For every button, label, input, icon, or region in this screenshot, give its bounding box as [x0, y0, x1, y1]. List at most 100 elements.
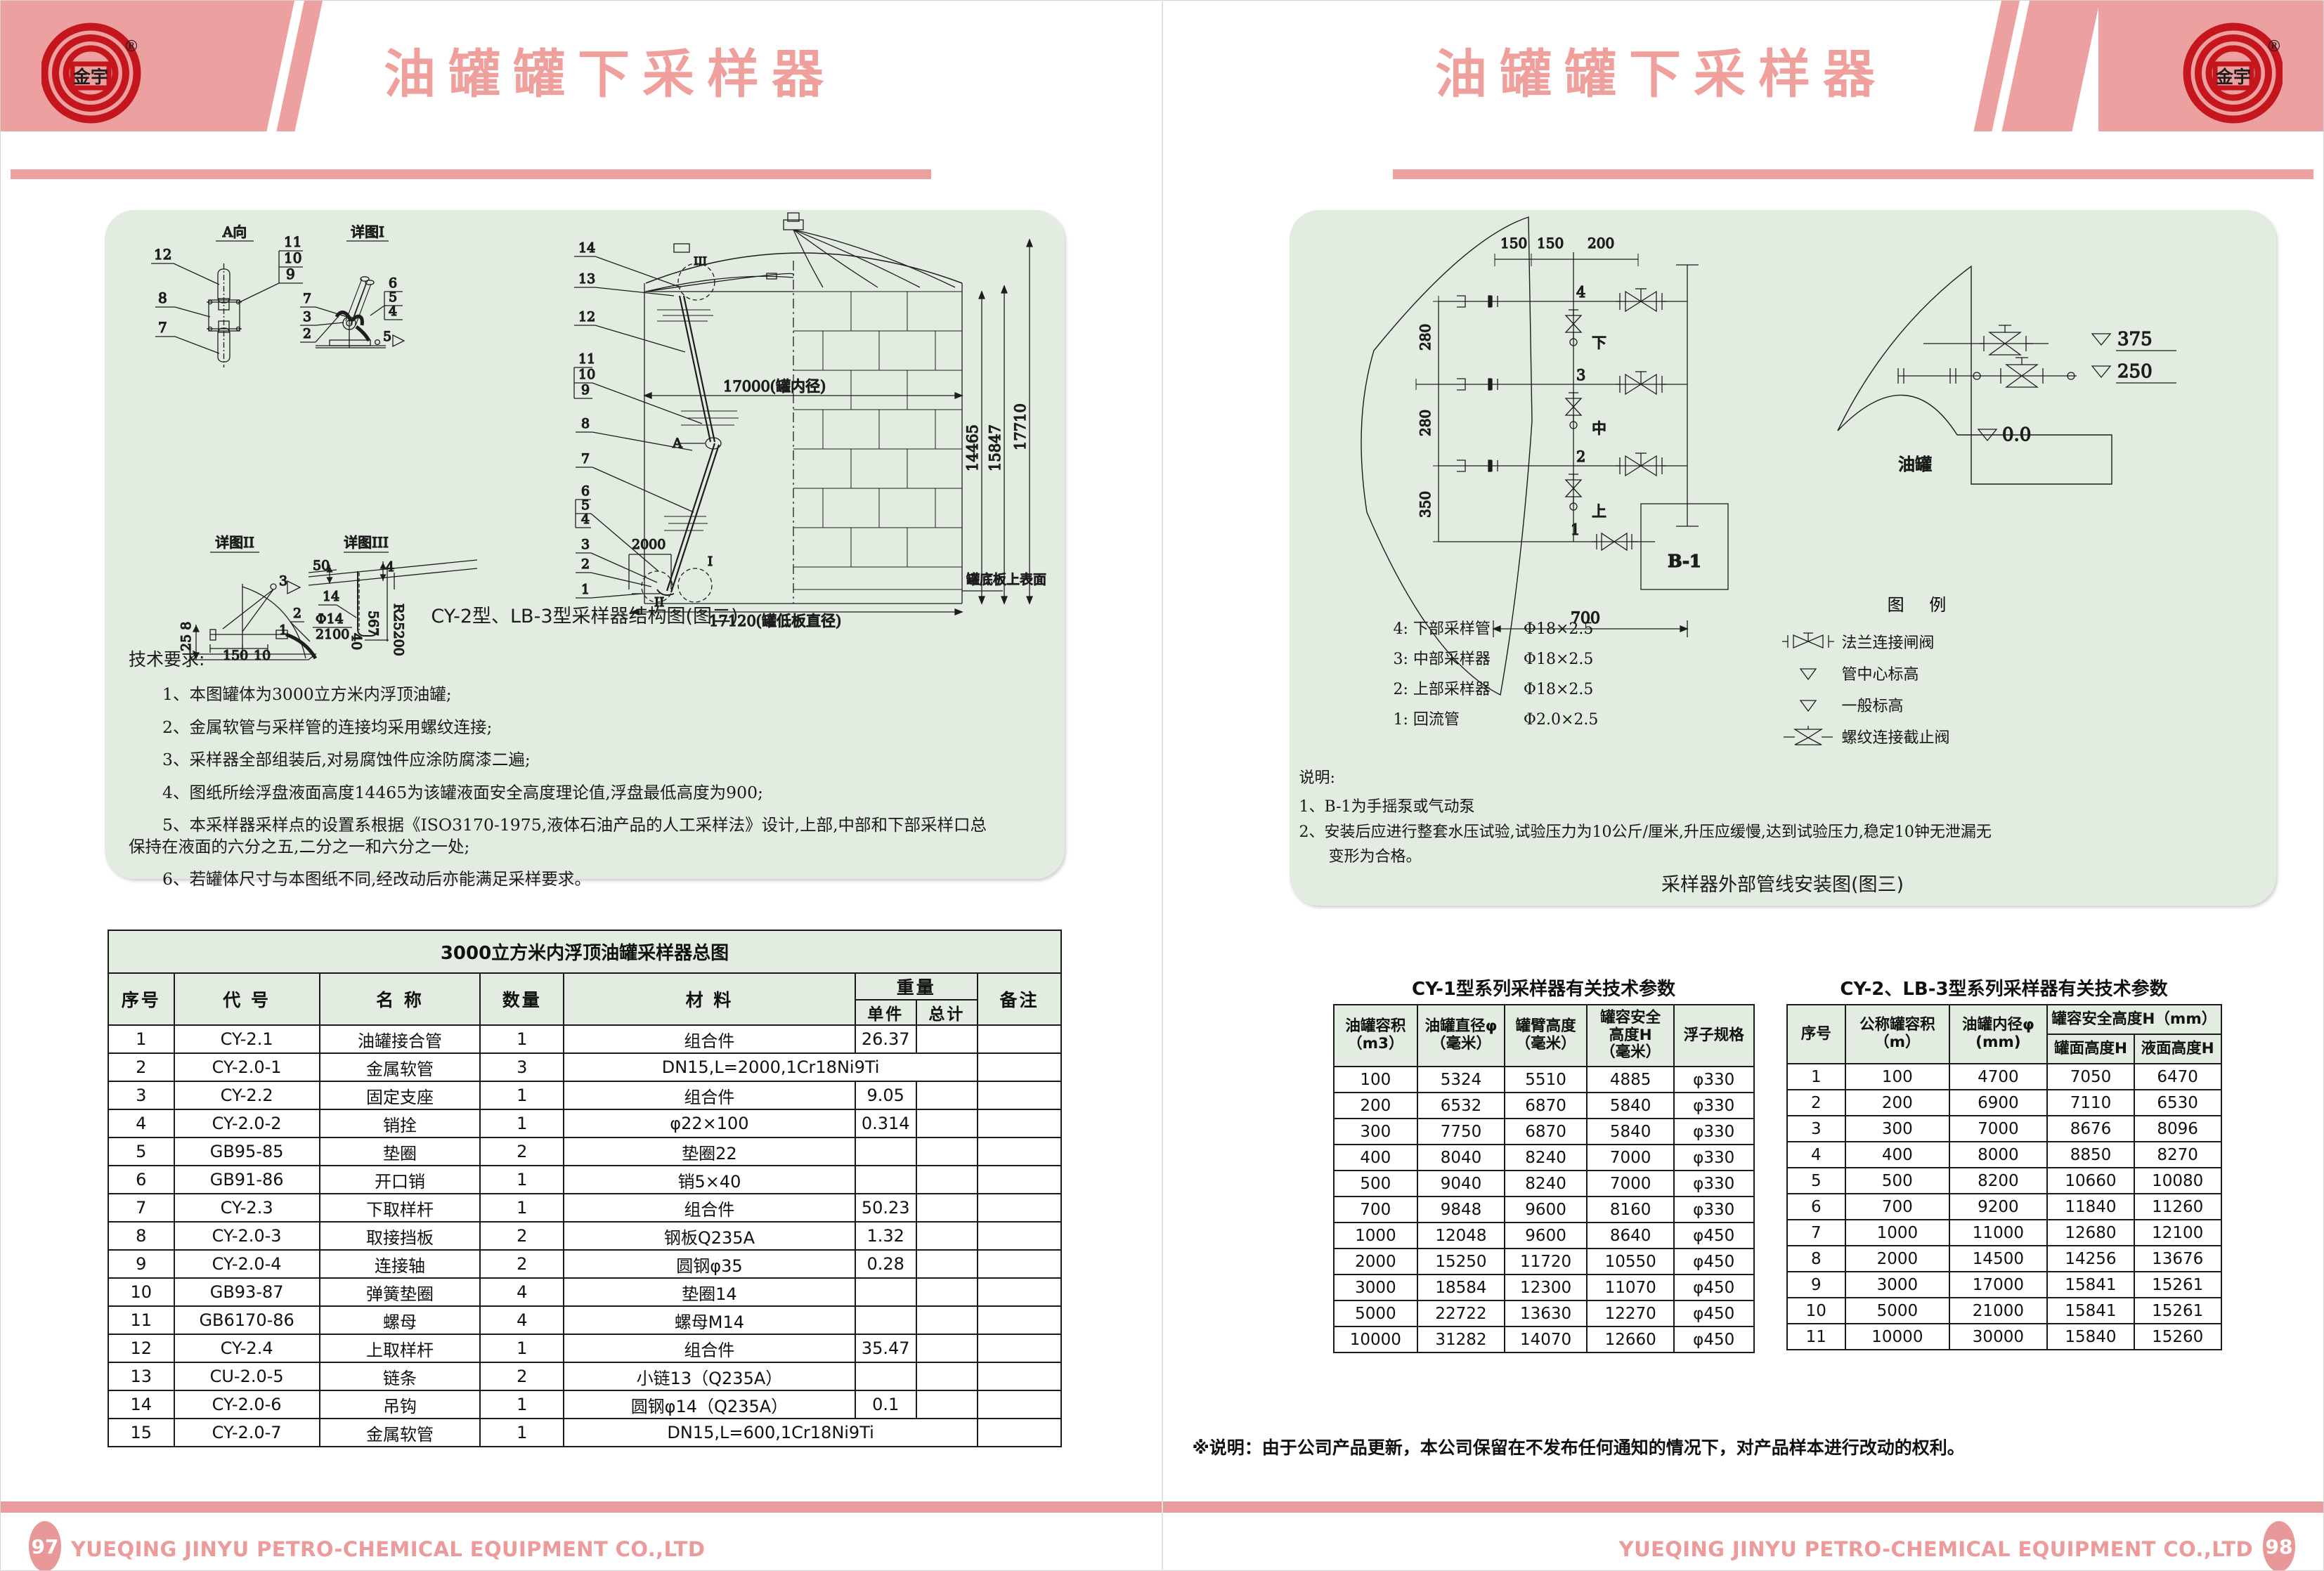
cy2-header-tank-face: 罐面高度H	[2046, 1034, 2135, 1064]
svg-text:2: 2	[1576, 448, 1585, 465]
bom-cell-qty: 1	[479, 1418, 565, 1447]
pipe-name-3: 中部采样器	[1413, 650, 1491, 668]
bom-body: 1 CY-2.1 油罐接合管 1 组合件 26.37 2 CY-2.0-1 金属软管 3 DN15,…	[108, 1024, 1063, 1447]
bom-cell-code: GB91-86	[173, 1165, 320, 1194]
legend-label-2: 一般标高	[1841, 698, 1904, 715]
cy1-body: 100 5324 5510 4885 φ330 200 6532 6870 5840 φ330 30…	[1332, 1066, 1755, 1354]
bom-cell-weight-unit	[854, 1137, 917, 1166]
bom-cell-weight-unit: 35.47	[854, 1334, 917, 1363]
table-row: 6 GB91-86 开口销 1 销5×40	[108, 1165, 1063, 1194]
bom-cell-name: 连接轴	[318, 1249, 481, 1279]
cy1-cell: φ450	[1673, 1326, 1755, 1354]
cy2-cell: 3	[1786, 1115, 1847, 1142]
cy1-cell: 7750	[1417, 1118, 1505, 1146]
cy2-cell: 2	[1786, 1089, 1847, 1116]
header-title: 油罐罐下采样器	[1435, 44, 1888, 105]
svg-text:3: 3	[581, 537, 590, 552]
cy2-cell: 3000	[1845, 1271, 1950, 1298]
right-page: 金宇 ® 油罐罐下采样器	[1162, 0, 2324, 1571]
cy1-cell: 6532	[1417, 1092, 1505, 1120]
cy2-cell: 15840	[2046, 1323, 2135, 1350]
bom-cell-weight-unit	[854, 1305, 917, 1335]
svg-text:详图I: 详图I	[351, 223, 384, 240]
bom-cell-material: 圆钢φ14（Q235A）	[563, 1390, 856, 1419]
bom-cell-code: CY-2.0-3	[173, 1221, 320, 1251]
svg-text:7: 7	[158, 319, 167, 336]
svg-text:17000(罐内径): 17000(罐内径)	[723, 378, 826, 395]
bom-header-seq: 序号	[108, 972, 175, 1026]
table-row: 3000 18584 12300 11070 φ450	[1332, 1274, 1755, 1302]
cy1-cell: 8160	[1586, 1196, 1675, 1224]
cy2-cell: 12100	[2133, 1219, 2222, 1246]
tech-req-item-6: 6、若罐体尺寸与本图纸不同,经改动后亦能满足采样要求。	[162, 869, 591, 889]
table-row: 13 CU-2.0-5 链条 2 小链13（Q235A）	[108, 1362, 1063, 1391]
svg-text:金宇: 金宇	[72, 67, 108, 87]
svg-text:2: 2	[303, 326, 311, 341]
cy2-cell: 17000	[1948, 1271, 2049, 1298]
bom-cell-code: CY-2.0-6	[173, 1390, 320, 1419]
bom-cell-seq: 3	[108, 1081, 175, 1110]
cy1-cell: 5510	[1503, 1066, 1588, 1094]
table-row: 4 400 8000 8850 8270	[1786, 1141, 2222, 1168]
table-row: 1 CY-2.1 油罐接合管 1 组合件 26.37	[108, 1024, 1063, 1054]
svg-text:15847: 15847	[987, 424, 1004, 471]
bom-cell-name: 螺母	[318, 1305, 481, 1335]
bom-cell-weight-total	[915, 1305, 978, 1335]
header-title: 油罐罐下采样器	[384, 44, 836, 105]
bom-header-weight: 重量	[854, 972, 978, 1000]
svg-text:14: 14	[323, 589, 339, 604]
svg-text:2: 2	[581, 556, 590, 572]
bom-header-weight-total: 总计	[915, 999, 978, 1026]
bom-cell-name: 吊钩	[318, 1390, 481, 1419]
cy2-cell: 200	[1845, 1089, 1950, 1116]
svg-text:2000: 2000	[632, 537, 666, 552]
bom-cell-weight-total	[915, 1109, 978, 1138]
svg-text:11: 11	[578, 351, 595, 367]
pipe-spec-1: Φ2.0×2.5	[1523, 710, 1599, 729]
svg-text:200: 200	[1588, 235, 1614, 252]
bom-cell-qty: 2	[479, 1362, 565, 1391]
cy2-cell: 400	[1845, 1141, 1950, 1168]
bom-cell-weight-total	[915, 1362, 978, 1391]
table-row: 2 CY-2.0-1 金属软管 3 DN15,L=2000,1Cr18Ni9Ti	[108, 1052, 1063, 1082]
svg-text:5: 5	[581, 497, 590, 513]
svg-text:5: 5	[383, 329, 391, 344]
bom-cell-seq: 11	[108, 1305, 175, 1335]
cy1-cell: 15250	[1417, 1248, 1505, 1276]
cy1-cell: φ330	[1673, 1066, 1755, 1094]
footer-company-name: YUEQING JINYU PETRO-CHEMICAL EQUIPMENT C…	[1618, 1537, 2253, 1561]
cy1-cell: 2000	[1332, 1248, 1419, 1276]
bom-cell-seq: 13	[108, 1362, 175, 1391]
cy2-cell: 700	[1845, 1193, 1950, 1220]
bom-cell-qty: 1	[479, 1109, 565, 1138]
cy1-cell: 7000	[1586, 1144, 1675, 1172]
structure-drawing-panel: A向 12 8	[105, 210, 1065, 889]
right-page-header: 金宇 ® 油罐罐下采样器	[1163, 1, 2323, 180]
company-logo: 金宇 ®	[41, 20, 147, 126]
bom-cell-remark	[976, 1052, 1063, 1082]
table-row: 15 CY-2.0-7 金属软管 1 DN15,L=600,1Cr18Ni9Ti	[108, 1418, 1063, 1447]
table-row: 14 CY-2.0-6 吊钩 1 圆钢φ14（Q235A） 0.1	[108, 1390, 1063, 1419]
bom-cell-weight-unit: 26.37	[854, 1024, 917, 1054]
table-row: 7 CY-2.3 下取样杆 1 组合件 50.23	[108, 1193, 1063, 1223]
cy1-cell: 6870	[1503, 1092, 1588, 1120]
cy1-cell: 3000	[1332, 1274, 1419, 1302]
company-logo: 金宇 ®	[2177, 20, 2283, 126]
svg-text:4: 4	[581, 511, 590, 527]
svg-text:11: 11	[284, 233, 301, 250]
table-row: 1 100 4700 7050 6470	[1786, 1063, 2222, 1090]
general-elevation-icon	[1774, 694, 1842, 715]
svg-text:350: 350	[1417, 491, 1434, 518]
svg-text:10: 10	[254, 648, 271, 663]
table-row: 200 6532 6870 5840 φ330	[1332, 1092, 1755, 1120]
cy2-cell: 10000	[1845, 1323, 1950, 1350]
cy2-cell: 6470	[2133, 1063, 2222, 1090]
bom-cell-material: 组合件	[563, 1024, 856, 1054]
bom-cell-seq: 8	[108, 1221, 175, 1251]
cy1-header-4: 浮子规格	[1673, 1003, 1755, 1068]
bom-cell-code: GB6170-86	[173, 1305, 320, 1335]
svg-text:567: 567	[365, 611, 381, 636]
cy2-cell: 100	[1845, 1063, 1950, 1090]
piping-drawing-panel: 150 150 200 4	[1289, 210, 2276, 906]
bom-cell-qty: 4	[479, 1277, 565, 1307]
